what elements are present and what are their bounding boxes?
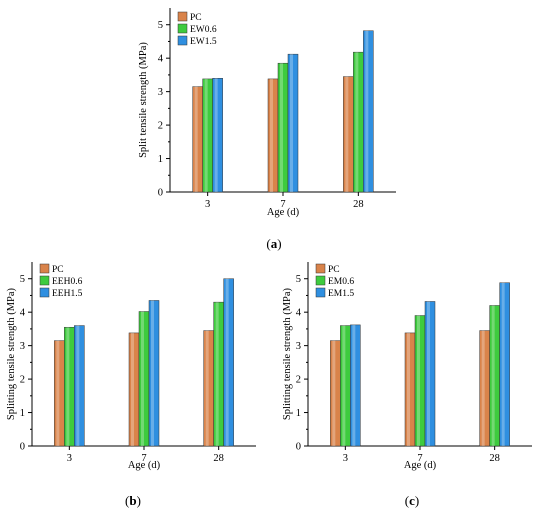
y-axis-title: Splitting tensile strength (MPa) xyxy=(6,287,17,420)
panel-label: (c) xyxy=(405,493,419,508)
y-tick-label: 5 xyxy=(20,274,25,285)
y-tick-label: 2 xyxy=(296,375,301,386)
legend-swatch xyxy=(315,287,326,298)
bar-highlight xyxy=(225,278,229,446)
bar-highlight xyxy=(215,302,219,446)
x-tick-label: 3 xyxy=(343,453,348,464)
bar-highlight xyxy=(194,86,198,192)
bar-highlight xyxy=(407,332,410,446)
bar-EM1.5-7 xyxy=(424,301,436,447)
y-tick-label: 1 xyxy=(158,154,163,165)
y-tick-label: 3 xyxy=(20,341,25,352)
legend-swatch xyxy=(177,23,188,34)
bar-EEH1.5-7 xyxy=(148,300,160,447)
y-tick-label: 0 xyxy=(20,442,25,453)
legend-label: PC xyxy=(190,13,202,23)
legend-swatch xyxy=(39,263,50,274)
y-tick-label: 3 xyxy=(296,341,301,352)
legend-swatch xyxy=(39,287,50,298)
bar-highlight xyxy=(141,311,144,446)
legend: PC EW0.6 EW1.5 xyxy=(177,11,217,47)
legend-label: PC xyxy=(52,265,64,275)
panel-label: (a) xyxy=(266,236,281,251)
legend-swatch xyxy=(177,11,188,22)
x-axis-title: Age (d) xyxy=(128,460,161,471)
x-tick-label: 3 xyxy=(205,199,210,210)
bar-highlight xyxy=(501,282,505,446)
bar-highlight xyxy=(417,315,420,446)
y-tick-label: 2 xyxy=(158,121,163,132)
y-tick-label: 1 xyxy=(20,408,25,419)
bar-highlight xyxy=(56,340,60,446)
legend: PC EEH0.6 EEH1.5 xyxy=(39,263,83,299)
bar-highlight xyxy=(427,301,430,446)
bar-highlight xyxy=(131,332,134,446)
bar-highlight xyxy=(76,325,80,446)
y-tick-label: 4 xyxy=(296,308,302,319)
x-axis-title: Age (d) xyxy=(267,207,300,218)
bar-highlight xyxy=(342,325,346,446)
y-axis-title: Split tensile strength (MPa) xyxy=(138,42,149,158)
bar-EM1.5-28 xyxy=(499,282,510,447)
bar-highlight xyxy=(352,324,356,446)
bar-highlight xyxy=(214,78,218,192)
x-tick-label: 7 xyxy=(141,453,146,464)
panel-label: (b) xyxy=(125,493,141,508)
bar-EM1.5-3 xyxy=(350,324,361,447)
bar-highlight xyxy=(151,300,154,446)
x-tick-label: 28 xyxy=(489,453,500,464)
y-tick-label: 3 xyxy=(158,87,163,98)
bar-highlight xyxy=(204,78,208,192)
y-tick-label: 0 xyxy=(296,442,301,453)
legend-swatch xyxy=(315,275,326,286)
bar-highlight xyxy=(290,54,293,193)
legend-label: EEH1.5 xyxy=(52,289,83,299)
bar-EW1.5-28 xyxy=(363,30,374,193)
bar-EEH1.5-3 xyxy=(74,325,85,447)
bar-EW1.5-3 xyxy=(212,78,223,193)
legend-label: PC xyxy=(328,265,340,275)
legend: PC EM0.6 EM1.5 xyxy=(315,263,354,299)
bar-highlight xyxy=(365,30,369,193)
bar-EEH1.5-28 xyxy=(223,278,234,447)
y-tick-label: 2 xyxy=(20,375,25,386)
legend-label: EM1.5 xyxy=(328,289,354,299)
chart-panel-c: 0 1 2 3 4 5 3 7 28 Age (d) Splitting tensile stren… xyxy=(282,262,532,508)
chart-panel-a: 0 1 2 3 4 5 3 7 28 Age (d) Split tensile strength … xyxy=(138,8,396,251)
x-tick-label: 7 xyxy=(417,453,422,464)
chart-panel-b: 0 1 2 3 4 5 3 7 28 Age (d) Splitting tensile stren… xyxy=(6,262,256,508)
legend-label: EW1.5 xyxy=(190,37,217,47)
bar-highlight xyxy=(355,52,359,192)
bar-highlight xyxy=(205,330,209,446)
bar-EW1.5-7 xyxy=(287,53,299,193)
legend-label: EEH0.6 xyxy=(52,277,83,287)
bar-highlight xyxy=(481,330,485,446)
x-tick-label: 7 xyxy=(280,199,285,210)
bar-highlight xyxy=(491,305,495,446)
bar-highlight xyxy=(332,340,336,446)
y-tick-label: 0 xyxy=(158,188,163,199)
legend-swatch xyxy=(177,35,188,46)
legend-swatch xyxy=(39,275,50,286)
y-tick-label: 5 xyxy=(158,20,163,31)
x-tick-label: 28 xyxy=(353,199,364,210)
legend-swatch xyxy=(315,263,326,274)
y-tick-label: 4 xyxy=(158,54,164,65)
bar-highlight xyxy=(66,327,70,446)
legend-label: EW0.6 xyxy=(190,25,217,35)
y-tick-label: 4 xyxy=(20,308,26,319)
y-axis-title: Splitting tensile strength (MPa) xyxy=(282,287,293,420)
bar-highlight xyxy=(270,78,273,192)
x-tick-label: 28 xyxy=(213,453,224,464)
y-tick-label: 5 xyxy=(296,274,301,285)
bar-highlight xyxy=(345,76,349,192)
bar-highlight xyxy=(280,63,283,193)
legend-label: EM0.6 xyxy=(328,277,354,287)
x-axis-title: Age (d) xyxy=(404,460,437,471)
x-tick-label: 3 xyxy=(67,453,72,464)
y-tick-label: 1 xyxy=(296,408,301,419)
